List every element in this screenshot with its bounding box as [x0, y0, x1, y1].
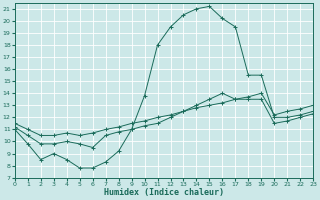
X-axis label: Humidex (Indice chaleur): Humidex (Indice chaleur) — [104, 188, 224, 197]
